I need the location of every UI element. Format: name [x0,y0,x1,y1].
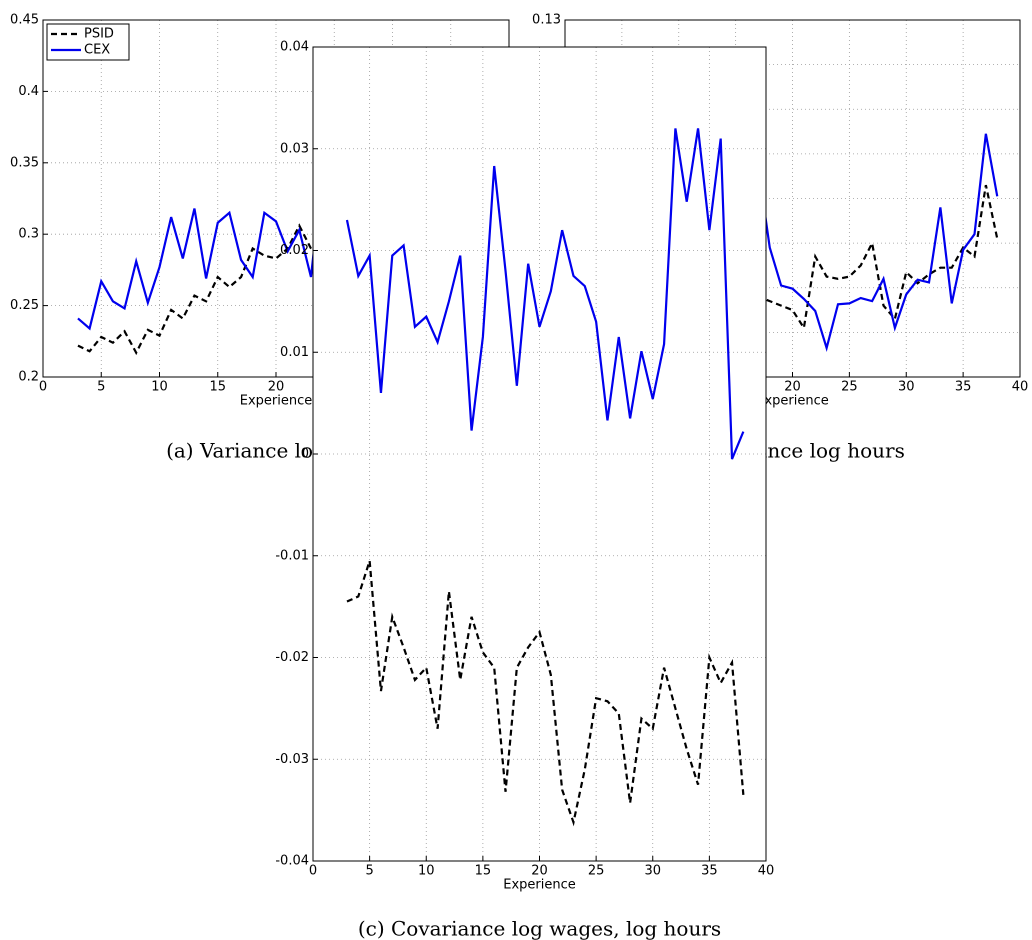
y-tick-label: -0.03 [275,752,309,767]
y-tick-label: -0.01 [275,548,309,563]
x-tick-label: 10 [418,864,435,879]
x-tick-label: 0 [309,864,317,879]
x-tick-label: 5 [97,380,105,395]
x-axis-label: Experience [503,878,576,893]
axes-frame [312,46,767,862]
data-line [346,560,745,827]
legend-label: PSID [84,27,114,42]
x-axis-label: Experience [756,394,829,409]
x-tick-label: 40 [1012,380,1029,395]
y-tick-label: 0.13 [532,13,561,28]
y-tick-label: 0.45 [10,13,39,28]
y-tick-label: -0.02 [275,650,309,665]
x-tick-label: 20 [531,864,548,879]
x-tick-label: 0 [39,380,47,395]
x-tick-label: 5 [365,864,373,879]
y-tick-label: 0.25 [10,298,39,313]
y-tick-label: 0 [301,447,309,462]
y-tick-label: 0.4 [18,84,39,99]
x-tick-label: 10 [151,380,168,395]
x-tick-label: 35 [701,864,718,879]
plot-area [313,47,766,861]
caption: (c) Covariance log wages, log hours [358,917,721,940]
legend-label: CEX [84,43,110,58]
y-tick-label: 0.03 [280,141,309,156]
x-tick-label: 20 [784,380,801,395]
y-tick-label: 0.04 [280,40,309,55]
y-tick-label: 0.2 [18,370,39,385]
y-tick-label: -0.04 [275,854,309,869]
y-tick-label: 0.01 [280,345,309,360]
x-tick-label: 30 [898,380,915,395]
x-axis-label: Experience [240,394,313,409]
data-line [345,128,745,460]
x-tick-label: 25 [841,380,858,395]
x-tick-label: 35 [955,380,972,395]
legend-box [46,23,130,61]
x-tick-label: 15 [475,864,492,879]
y-tick-label: 0.35 [10,155,39,170]
x-tick-label: 40 [758,864,775,879]
x-tick-label: 30 [644,864,661,879]
x-tick-label: 15 [209,380,226,395]
y-tick-label: 0.3 [18,227,39,242]
x-tick-label: 20 [268,380,285,395]
x-tick-label: 25 [588,864,605,879]
y-tick-label: 0.02 [280,243,309,258]
